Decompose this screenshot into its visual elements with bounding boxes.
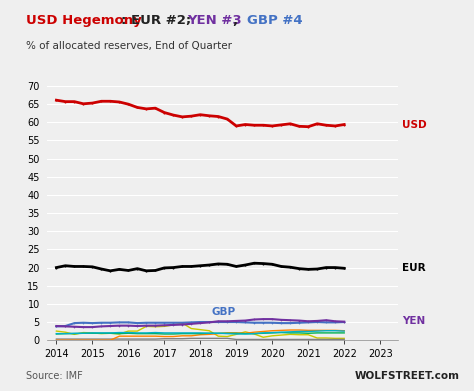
Text: YEN: YEN [402, 316, 425, 326]
Text: % of allocated reserves, End of Quarter: % of allocated reserves, End of Quarter [26, 41, 232, 51]
Text: WOLFSTREET.com: WOLFSTREET.com [355, 371, 460, 381]
Text: EUR: EUR [402, 263, 425, 273]
Text: GBP #4: GBP #4 [246, 14, 302, 27]
Text: GBP: GBP [211, 307, 236, 322]
Text: USD Hegemony: USD Hegemony [26, 14, 142, 27]
Text: YEN #3: YEN #3 [187, 14, 242, 27]
Text: ,: , [233, 14, 242, 27]
Text: Source: IMF: Source: IMF [26, 371, 83, 381]
Text: : EUR #2;: : EUR #2; [120, 14, 195, 27]
Text: USD: USD [402, 120, 427, 129]
